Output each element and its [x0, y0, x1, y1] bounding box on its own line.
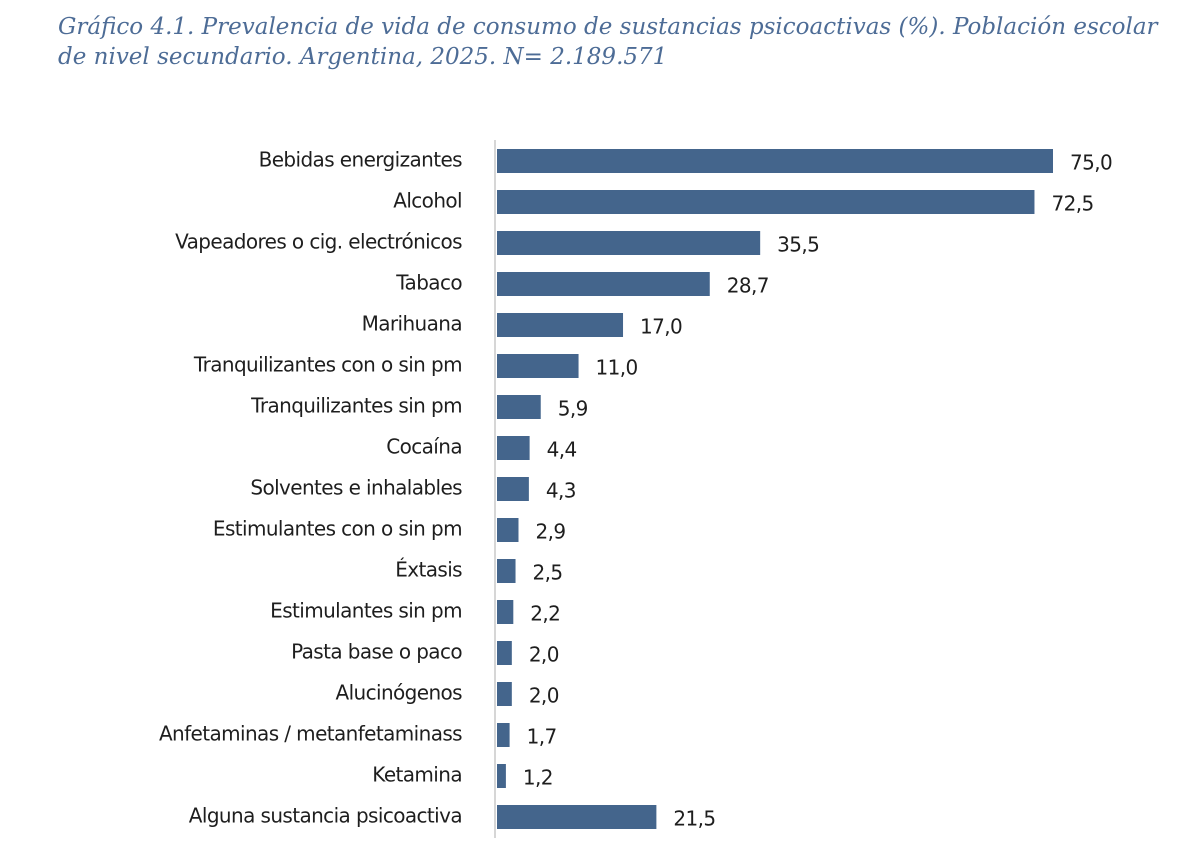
y-tick-label: Alucinógenos [335, 681, 462, 705]
data-label: 5,9 [558, 397, 588, 421]
y-tick-label: Ketamina [372, 763, 462, 787]
data-label: 1,7 [527, 725, 557, 749]
bar [497, 641, 512, 665]
data-label: 4,4 [547, 438, 577, 462]
data-label: 1,2 [523, 766, 553, 790]
data-label: 2,0 [529, 684, 559, 708]
y-tick-label: Marihuana [362, 312, 462, 336]
y-tick-label: Solventes e inhalables [250, 476, 462, 500]
bar [497, 518, 519, 542]
chart-title: Gráfico 4.1. Prevalencia de vida de cons… [58, 14, 1158, 70]
y-tick-label: Bebidas energizantes [259, 148, 463, 172]
bar [497, 723, 510, 747]
y-tick-label: Alcohol [393, 189, 462, 213]
data-label: 35,5 [777, 233, 819, 257]
data-label: 2,9 [535, 520, 565, 544]
data-label: 28,7 [727, 274, 769, 298]
bar [497, 313, 624, 337]
data-label: 21,5 [673, 807, 715, 831]
y-tick-label: Tranquilizantes con o sin pm [193, 353, 462, 377]
bar [497, 436, 530, 460]
y-tick-label: Éxtasis [395, 558, 462, 582]
y-tick-label: Anfetaminas / metanfetaminass [159, 722, 462, 746]
bar [497, 149, 1053, 173]
y-tick-label: Tabaco [395, 271, 462, 295]
data-label: 75,0 [1070, 151, 1112, 175]
bar [497, 190, 1035, 214]
y-tick-label: Tranquilizantes sin pm [250, 394, 462, 418]
y-tick-label: Vapeadores o cig. electrónicos [175, 230, 462, 254]
data-label: 72,5 [1051, 192, 1093, 216]
data-label: 11,0 [596, 356, 638, 380]
y-tick-label: Alguna sustancia psicoactiva [189, 804, 462, 828]
y-tick-label: Estimulantes con o sin pm [213, 517, 462, 541]
bar [497, 231, 761, 255]
bar [497, 354, 579, 378]
y-tick-label: Cocaína [386, 435, 462, 459]
bar [497, 600, 514, 624]
y-tick-label: Estimulantes sin pm [270, 599, 462, 623]
bar [497, 477, 529, 501]
data-label: 2,5 [533, 561, 563, 585]
bar [497, 682, 512, 706]
data-label: 2,0 [529, 643, 559, 667]
y-tick-label: Pasta base o paco [291, 640, 462, 664]
bar [497, 272, 710, 296]
data-label: 2,2 [530, 602, 560, 626]
bar [497, 805, 657, 829]
data-label: 4,3 [546, 479, 576, 503]
bar [497, 764, 506, 788]
data-label: 17,0 [640, 315, 682, 339]
bar [497, 395, 541, 419]
bar [497, 559, 516, 583]
